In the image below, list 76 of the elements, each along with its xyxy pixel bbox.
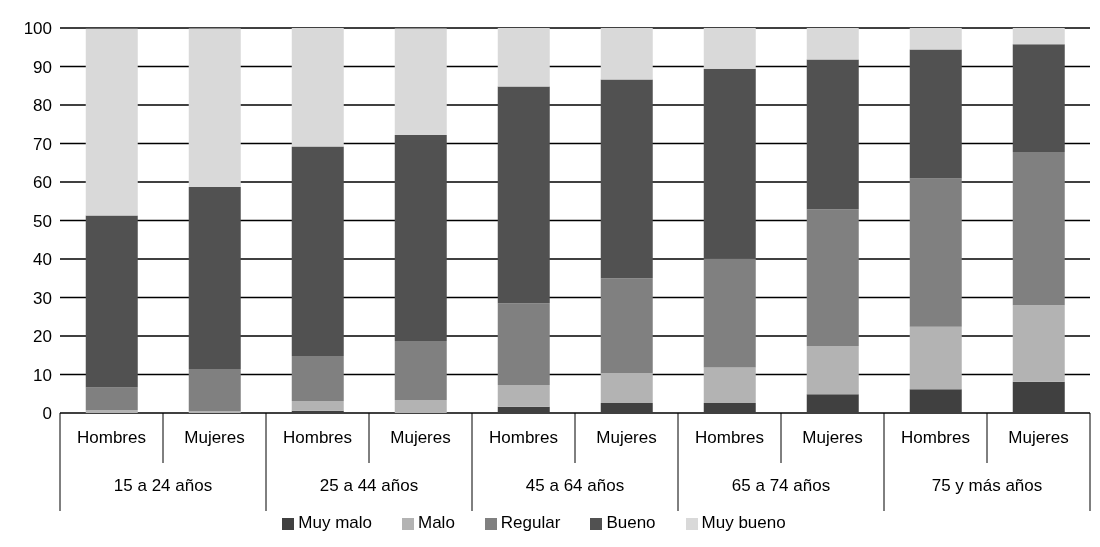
y-tick-label: 70 (33, 134, 52, 154)
text: 15 a 24 años (113, 476, 213, 495)
bar (188, 28, 241, 188)
bar (703, 68, 756, 259)
y-tick-label: 30 (33, 288, 52, 308)
legend-label: Muy bueno (701, 513, 786, 532)
y-tick-label: 20 (33, 327, 52, 347)
x-tick-label: Mujeres (390, 428, 451, 447)
legend-label: Muy malo (298, 513, 372, 532)
x-tick-label: Mujeres (184, 428, 245, 447)
text: 25 a 44 años (319, 476, 419, 495)
x-tick-label: Mujeres (802, 428, 863, 447)
bar (85, 410, 138, 413)
bar (291, 28, 344, 147)
x-tick-label: Hombres (695, 428, 764, 447)
x-tick-label: Hombres (283, 428, 352, 447)
bar (85, 215, 138, 388)
bar (497, 406, 550, 413)
bar (497, 86, 550, 304)
text: 65 a 74 años (731, 476, 831, 495)
x-tick-label: Mujeres (596, 428, 657, 447)
bar (909, 326, 962, 390)
bar (909, 28, 962, 50)
bar (291, 146, 344, 357)
bar (600, 372, 653, 403)
bar (394, 341, 447, 400)
bar (806, 28, 859, 60)
bar (806, 209, 859, 347)
bar (394, 28, 447, 136)
text: 45 a 64 años (525, 476, 625, 495)
y-tick-label: 40 (33, 250, 52, 270)
bar (394, 399, 447, 413)
bar (1012, 381, 1065, 413)
bar (291, 401, 344, 411)
y-tick-label: 100 (23, 19, 52, 39)
x-tick-label: Hombres (489, 428, 558, 447)
bar (703, 258, 756, 368)
bar (703, 367, 756, 403)
bar (1012, 305, 1065, 382)
bar (1012, 28, 1065, 45)
bar (806, 346, 859, 395)
y-tick-label: 90 (33, 57, 52, 77)
bar (85, 28, 138, 216)
bar (600, 28, 653, 80)
bar (909, 49, 962, 179)
bar (909, 178, 962, 327)
bar (600, 402, 653, 413)
bar (1012, 151, 1065, 306)
bar (291, 356, 344, 402)
text: 75 y más años (931, 476, 1043, 495)
bar (806, 59, 859, 210)
bar (600, 79, 653, 279)
bar (1012, 44, 1065, 152)
x-tick-label: Hombres (901, 428, 970, 447)
bar (394, 135, 447, 342)
legend-label: Bueno (606, 513, 656, 532)
y-tick-label: 10 (33, 365, 52, 385)
bar (909, 389, 962, 413)
x-tick-label: Mujeres (1008, 428, 1069, 447)
bar (188, 187, 241, 370)
bar (188, 369, 241, 412)
y-tick-label: 50 (33, 211, 52, 231)
bar (703, 402, 756, 413)
bar (497, 303, 550, 385)
y-tick-label: 80 (33, 96, 52, 116)
bar (703, 28, 756, 69)
bar (497, 384, 550, 407)
bar (600, 278, 653, 373)
bar (806, 394, 859, 413)
bar (85, 387, 138, 411)
legend-label: Regular (500, 513, 561, 532)
y-tick-label: 0 (42, 404, 52, 424)
bar (497, 28, 550, 87)
legend-label: Malo (417, 513, 455, 532)
y-tick-label: 60 (33, 173, 52, 193)
x-tick-label: Hombres (77, 428, 146, 447)
